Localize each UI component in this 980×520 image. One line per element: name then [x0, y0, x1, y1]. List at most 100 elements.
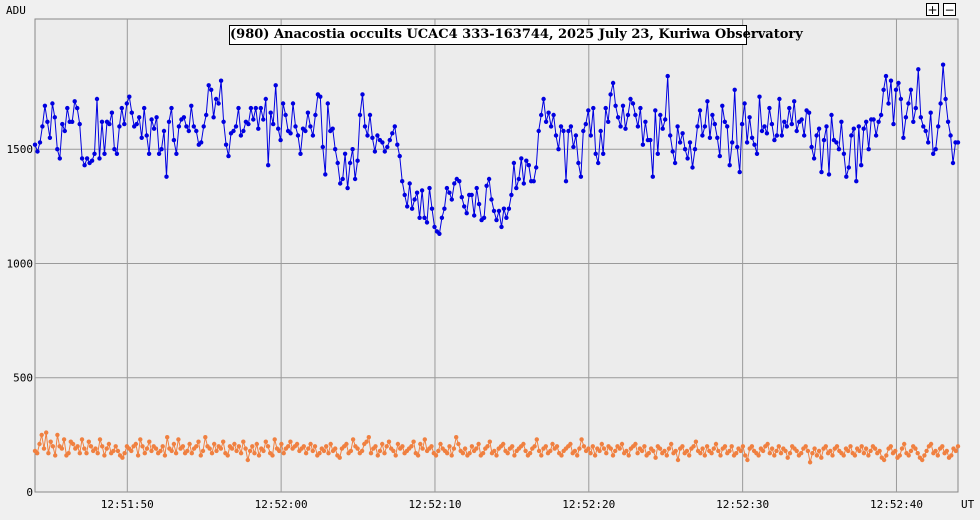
data-point [739, 121, 745, 127]
data-point [196, 439, 201, 444]
data-point [596, 160, 601, 166]
data-point [504, 215, 509, 220]
data-point [680, 444, 685, 449]
data-point [338, 181, 343, 186]
data-point [690, 165, 695, 170]
data-point [572, 448, 578, 454]
data-point [194, 128, 199, 134]
data-point [682, 147, 688, 152]
data-point [266, 163, 271, 168]
data-point [650, 174, 655, 179]
data-point [312, 444, 318, 449]
data-point [839, 119, 844, 125]
data-point [486, 176, 492, 182]
data-point [586, 446, 591, 451]
data-point [75, 444, 80, 449]
data-point [550, 441, 555, 447]
data-point [583, 121, 588, 127]
data-point [442, 206, 447, 211]
zoom-in-button[interactable]: + [926, 2, 939, 17]
data-point [670, 149, 675, 154]
data-point [109, 110, 115, 115]
data-point [707, 135, 713, 140]
data-point [877, 448, 882, 454]
data-point [386, 439, 392, 444]
data-point [928, 110, 933, 115]
data-point [505, 451, 510, 456]
data-point [744, 140, 750, 145]
data-point [303, 451, 309, 456]
data-point [576, 160, 581, 166]
data-point [306, 446, 311, 451]
data-point [422, 437, 427, 442]
data-point [102, 151, 107, 156]
data-point [824, 124, 829, 129]
data-point [861, 126, 866, 131]
data-point [532, 444, 537, 449]
data-point [252, 451, 257, 456]
data-point [665, 73, 670, 79]
data-point [897, 453, 902, 458]
data-point [256, 453, 262, 458]
data-point [563, 179, 569, 184]
data-point [893, 448, 898, 454]
data-point [139, 135, 144, 140]
zoom-out-button[interactable]: − [943, 2, 956, 17]
data-point [871, 117, 876, 122]
data-point [418, 441, 423, 447]
data-point [66, 451, 71, 456]
y-tick-label: 0 [26, 486, 33, 499]
data-point [79, 156, 85, 161]
data-point [360, 92, 365, 97]
series-2 [32, 430, 961, 465]
data-point [854, 179, 859, 184]
data-point [436, 448, 441, 454]
data-point [50, 101, 55, 106]
data-point [119, 105, 125, 111]
data-point [864, 119, 869, 125]
data-point [180, 444, 186, 449]
data-point [149, 117, 154, 122]
data-point [516, 176, 521, 182]
data-point [387, 137, 392, 143]
x-tick-label: 12:52:00 [255, 498, 308, 511]
data-point [261, 117, 266, 122]
data-point [61, 437, 67, 442]
data-point [624, 448, 629, 454]
data-point [221, 119, 226, 125]
data-point [258, 105, 263, 111]
data-point [342, 151, 348, 156]
data-point [189, 103, 194, 109]
data-point [390, 131, 395, 136]
data-point [122, 121, 127, 127]
data-point [459, 195, 464, 200]
data-point [546, 110, 551, 115]
data-point [675, 457, 681, 463]
data-point [633, 112, 638, 118]
data-point [241, 439, 246, 444]
data-point [908, 448, 914, 454]
data-point [578, 174, 584, 179]
data-point [330, 126, 335, 131]
data-point [232, 441, 237, 447]
data-point [77, 121, 82, 127]
data-point [395, 142, 400, 147]
data-point [93, 446, 98, 451]
data-point [265, 444, 271, 449]
data-point [117, 124, 122, 129]
data-point [711, 446, 716, 451]
data-point [301, 444, 306, 449]
data-point [767, 105, 772, 111]
data-point [437, 231, 442, 236]
data-point [245, 457, 250, 463]
data-point [281, 451, 286, 456]
data-point [883, 73, 889, 79]
data-point [375, 133, 380, 138]
data-point [638, 105, 643, 111]
data-point [335, 160, 340, 166]
data-point [955, 444, 961, 449]
data-point [558, 124, 564, 129]
data-point [263, 96, 268, 102]
data-point [397, 153, 402, 159]
